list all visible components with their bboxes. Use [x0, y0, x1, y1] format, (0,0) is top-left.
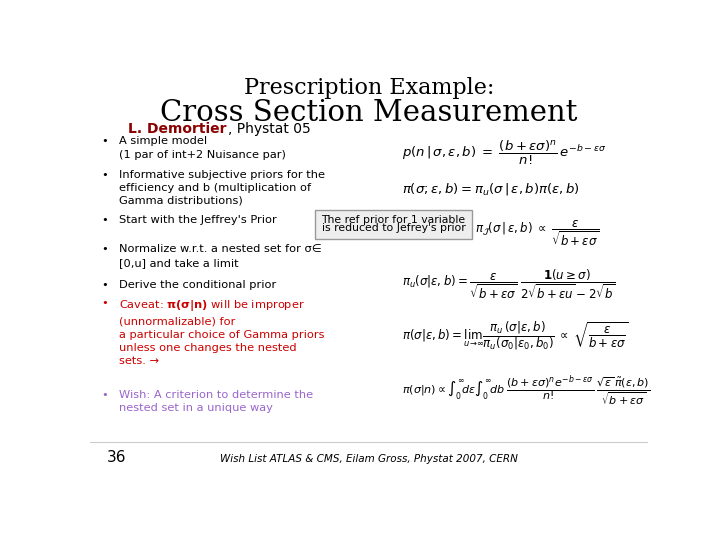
Text: $\pi(\sigma|n)\propto\int_0^\infty\!d\epsilon\int_0^\infty\!db\;\dfrac{(b+\epsil: $\pi(\sigma|n)\propto\int_0^\infty\!d\ep…: [402, 373, 651, 408]
Text: A simple model
(1 par of int+2 Nuisance par): A simple model (1 par of int+2 Nuisance …: [119, 136, 286, 159]
Text: Derive the conditional prior: Derive the conditional prior: [119, 280, 276, 290]
Text: Prescription Example:: Prescription Example:: [244, 77, 494, 99]
Text: •: •: [101, 245, 108, 254]
Text: •: •: [101, 136, 108, 146]
Text: Normalize w.r.t. a nested set for σ∈
[0,u] and take a limit: Normalize w.r.t. a nested set for σ∈ [0,…: [119, 245, 322, 268]
Text: $\pi(\sigma;\varepsilon,b)=\pi_u(\sigma\,|\,\varepsilon,b)\pi(\varepsilon,b)$: $\pi(\sigma;\varepsilon,b)=\pi_u(\sigma\…: [402, 181, 580, 197]
Text: Caveat: $\mathbf{\pi(\sigma|n)}$ will be improper
(unnormalizable) for
a particu: Caveat: $\mathbf{\pi(\sigma|n)}$ will be…: [119, 299, 325, 366]
Text: •: •: [101, 390, 108, 400]
Text: •: •: [101, 299, 108, 308]
Text: $p(n\,|\,\sigma,\epsilon,b)\;=\;\dfrac{(b+\epsilon\sigma)^n}{n!}\,e^{-b-\epsilon: $p(n\,|\,\sigma,\epsilon,b)\;=\;\dfrac{(…: [402, 139, 607, 167]
Text: $\pi_u(\sigma|\epsilon,b)=\dfrac{\epsilon}{\sqrt{b+\epsilon\sigma}}\;\dfrac{\mat: $\pi_u(\sigma|\epsilon,b)=\dfrac{\epsilo…: [402, 268, 616, 301]
Text: is reduced to Jefrey's prior: is reduced to Jefrey's prior: [322, 223, 465, 233]
Text: The ref prior for 1 variable: The ref prior for 1 variable: [322, 215, 466, 225]
Text: Cross Section Measurement: Cross Section Measurement: [161, 99, 577, 127]
Text: , Phystat 05: , Phystat 05: [228, 122, 311, 136]
Text: Informative subjective priors for the
efficiency and b (multiplication of
Gamma : Informative subjective priors for the ef…: [119, 170, 325, 206]
Text: $\pi_{\mathcal{J}}(\sigma\,|\,\epsilon,b)\;\propto\;\dfrac{\epsilon}{\sqrt{b+\ep: $\pi_{\mathcal{J}}(\sigma\,|\,\epsilon,b…: [475, 219, 599, 248]
Text: 36: 36: [107, 450, 126, 465]
FancyBboxPatch shape: [315, 210, 472, 239]
Text: $\pi(\sigma|\epsilon,b)=\lim_{u\to\infty}\dfrac{\pi_u(\sigma|\epsilon,b)}{\pi_u(: $\pi(\sigma|\epsilon,b)=\lim_{u\to\infty…: [402, 319, 629, 352]
Text: Wish: A criterion to determine the
nested set in a unique way: Wish: A criterion to determine the neste…: [119, 390, 313, 413]
Text: •: •: [101, 215, 108, 225]
Text: L. Demortier: L. Demortier: [128, 122, 227, 136]
Text: Wish List ATLAS & CMS, Eilam Gross, Phystat 2007, CERN: Wish List ATLAS & CMS, Eilam Gross, Phys…: [220, 454, 518, 464]
Text: Start with the Jeffrey's Prior: Start with the Jeffrey's Prior: [119, 215, 276, 225]
Text: •: •: [101, 170, 108, 180]
Text: •: •: [101, 280, 108, 290]
